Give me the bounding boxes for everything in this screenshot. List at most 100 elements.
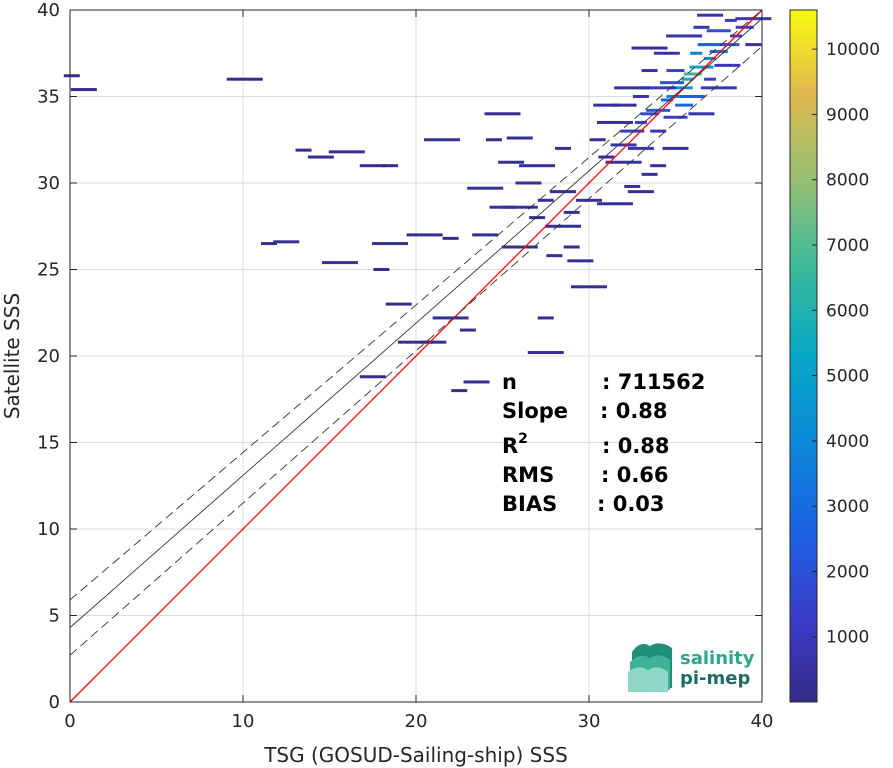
y-axis-label: Satellite SSS: [0, 293, 24, 419]
density-point: [688, 112, 715, 116]
y-tick-label: 25: [37, 260, 60, 281]
density-point: [550, 190, 577, 194]
density-point: [321, 261, 358, 265]
density-point: [70, 88, 97, 92]
density-point: [459, 328, 476, 332]
density-point: [693, 25, 710, 29]
density-point: [537, 198, 554, 202]
density-point: [634, 120, 647, 124]
colorbar-tick-label: 7000: [826, 236, 869, 256]
density-point: [406, 233, 443, 237]
stat-r2-label: R2: [502, 431, 528, 458]
density-point: [660, 81, 685, 85]
density-point: [650, 164, 667, 168]
stat-slope-value: : 0.88: [600, 399, 668, 423]
stats-box: n : 711562 Slope : 0.88 R2 : 0.88 RMS : …: [502, 370, 705, 516]
density-point: [226, 77, 263, 81]
x-tick-label: 20: [405, 711, 428, 732]
density-point: [63, 74, 80, 78]
density-point: [697, 43, 716, 47]
density-point: [660, 98, 673, 102]
density-point: [596, 120, 633, 124]
density-point: [563, 245, 580, 249]
density-point: [610, 143, 637, 147]
y-tick-label: 15: [37, 433, 60, 454]
density-point: [632, 95, 649, 98]
reference-lines: [69, 9, 763, 703]
density-point: [571, 285, 607, 289]
stat-bias-value: : 0.03: [597, 492, 665, 516]
x-axis-ticks: 0 10 20 30 40: [64, 10, 773, 732]
colorbar-tick-label: 8000: [826, 171, 869, 191]
density-point: [515, 181, 542, 185]
density-point: [724, 18, 737, 22]
colorbar-ticks: 1000 2000 3000 4000 5000 6000 7000 8000 9000 1000…: [812, 40, 880, 648]
density-point: [709, 50, 728, 54]
density-point: [589, 138, 606, 142]
density-point: [385, 302, 412, 306]
density-point: [372, 242, 409, 246]
density-point: [666, 69, 685, 73]
density-point: [680, 95, 705, 98]
density-point: [624, 184, 641, 188]
stat-rms-value: : 0.66: [601, 463, 669, 487]
density-point: [273, 240, 300, 244]
density-point: [663, 115, 688, 119]
density-point: [359, 375, 386, 379]
colorbar-tick-label: 5000: [826, 367, 869, 387]
1-1-line-line: [69, 9, 763, 703]
density-point: [605, 160, 642, 164]
density-point: [484, 112, 521, 116]
density-point: [653, 51, 680, 55]
density-point: [527, 351, 564, 355]
density-point: [529, 216, 546, 220]
density-point: [668, 86, 693, 90]
density-point: [704, 56, 717, 60]
density-point: [675, 103, 694, 107]
density-point: [714, 63, 741, 67]
colorbar-tick-label: 2000: [826, 562, 869, 582]
density-point: [485, 138, 502, 142]
x-tick-label: 40: [751, 711, 774, 732]
density-point: [706, 29, 731, 33]
density-point: [359, 164, 386, 168]
density-point: [398, 340, 434, 344]
stat-n-value: : 711562: [602, 370, 705, 394]
density-point: [690, 51, 703, 55]
density-point: [631, 46, 668, 50]
stat-r2-base: R: [502, 434, 518, 458]
density-point: [666, 34, 703, 38]
density-point: [373, 268, 390, 271]
y-tick-label: 30: [37, 173, 60, 194]
density-point: [641, 172, 658, 176]
density-point: [537, 316, 554, 320]
y-tick-label: 10: [37, 519, 60, 540]
density-point: [697, 13, 724, 17]
colorbar: [789, 9, 818, 703]
density-point: [432, 316, 469, 320]
colorbar-tick-label: 3000: [826, 497, 869, 517]
x-axis-label: TSG (GOSUD-Sailing-ship) SSS: [263, 743, 568, 767]
x-tick-label: 30: [578, 711, 601, 732]
colorbar-tick-label: 9000: [826, 105, 869, 125]
density-point: [704, 77, 717, 81]
density-point: [641, 69, 658, 73]
density-point: [519, 164, 556, 168]
y-tick-label: 35: [37, 87, 60, 108]
density-point: [598, 155, 615, 159]
density-point: [689, 65, 714, 69]
y-tick-label: 20: [37, 346, 60, 367]
stat-slope-label: Slope: [502, 399, 568, 423]
logo-line1: salinity: [680, 648, 755, 669]
density-point: [563, 210, 580, 214]
x-tick-label: 10: [232, 711, 255, 732]
stat-rms-label: RMS: [502, 463, 554, 487]
density-point: [451, 389, 468, 393]
density-point: [662, 146, 689, 150]
density-point: [683, 72, 702, 76]
colorbar-tick-label: 10000: [826, 40, 880, 60]
colorbar-tick-label: 4000: [826, 432, 869, 452]
logo-waves-icon: [628, 643, 672, 692]
density-point: [681, 77, 694, 81]
